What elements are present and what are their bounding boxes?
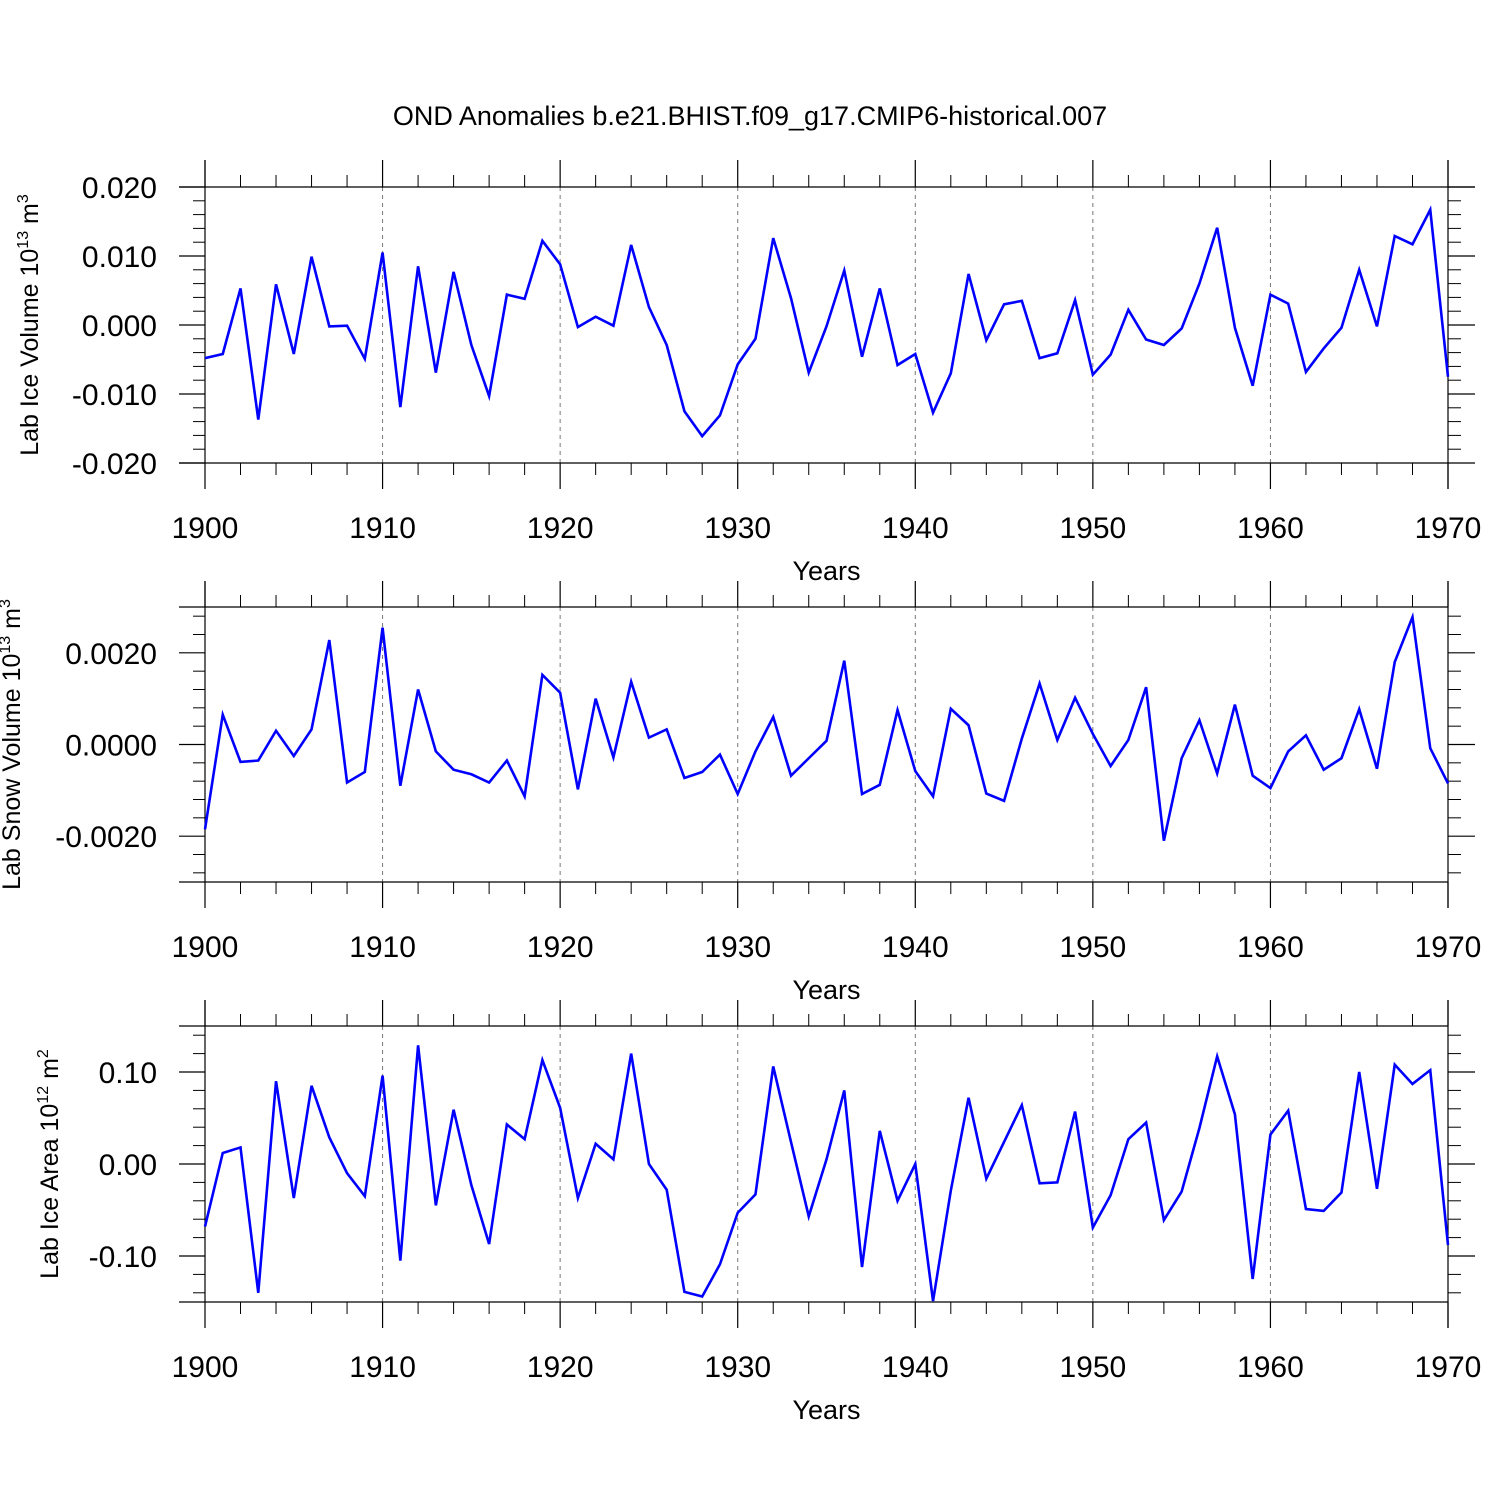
y-axis-label: Lab Snow Volume 1013 m3 [0, 599, 26, 890]
y-axis-label: Lab Ice Area 1012 m2 [35, 1049, 64, 1279]
chart-panel-2: -0.0020 0.0000 0.0020 1900 1910 1920 1930 1940 1… [0, 581, 1481, 1005]
x-axis-label: Years [792, 556, 860, 586]
y-tick-label: 0.010 [82, 241, 157, 274]
series-line [203, 611, 1450, 842]
x-tick-label: 1900 [172, 931, 239, 964]
x-tick-label: 1960 [1237, 512, 1304, 545]
x-tick-label: 1950 [1059, 1351, 1126, 1384]
x-axis-label: Years [792, 1395, 860, 1425]
y-tick-label: 0.020 [82, 172, 157, 205]
x-tick-label: 1930 [704, 512, 771, 545]
y-tick-label: -0.010 [72, 379, 157, 412]
x-tick-label: 1900 [172, 512, 239, 545]
x-tick-label: 1940 [882, 931, 949, 964]
x-tick-label: 1960 [1237, 1351, 1304, 1384]
x-tick-label: 1920 [527, 512, 594, 545]
y-tick-label: 0.0020 [65, 638, 157, 671]
x-tick-label: 1930 [704, 931, 771, 964]
x-tick-label: 1920 [527, 931, 594, 964]
y-tick-label: 0.000 [82, 310, 157, 343]
y-axis-label: Lab Ice Volume 1013 m3 [15, 194, 44, 456]
x-tick-label: 1950 [1059, 512, 1126, 545]
x-tick-label: 1920 [527, 1351, 594, 1384]
series-line [204, 205, 1450, 439]
x-tick-label: 1910 [349, 931, 416, 964]
x-axis-label: Years [792, 975, 860, 1005]
x-tick-label: 1940 [882, 1351, 949, 1384]
y-tick-label: 0.10 [99, 1057, 157, 1090]
x-tick-label: 1970 [1415, 1351, 1482, 1384]
x-tick-label: 1930 [704, 1351, 771, 1384]
x-tick-label: 1900 [172, 1351, 239, 1384]
x-tick-label: 1910 [349, 1351, 416, 1384]
x-tick-label: 1960 [1237, 931, 1304, 964]
chart-panel-3: -0.10 0.00 0.10 1900 1910 1920 1930 1940 1950 196… [35, 1000, 1481, 1425]
x-tick-label: 1970 [1415, 931, 1482, 964]
x-tick-label: 1940 [882, 512, 949, 545]
panels: -0.020 -0.010 0.000 0.010 0.020 1900 1910 1920 1… [0, 160, 1481, 1425]
y-tick-label: -0.0020 [55, 821, 157, 854]
figure-title: OND Anomalies b.e21.BHIST.f09_g17.CMIP6-… [393, 101, 1107, 131]
x-tick-label: 1970 [1415, 512, 1482, 545]
y-tick-label: -0.020 [72, 448, 157, 481]
x-tick-label: 1910 [349, 512, 416, 545]
series-line [203, 1045, 1450, 1302]
y-tick-label: 0.0000 [65, 730, 157, 763]
y-tick-label: 0.00 [99, 1149, 157, 1182]
y-tick-label: -0.10 [89, 1241, 157, 1274]
x-tick-label: 1950 [1059, 931, 1126, 964]
chart-panel-1: -0.020 -0.010 0.000 0.010 0.020 1900 1910 1920 1… [15, 160, 1481, 586]
